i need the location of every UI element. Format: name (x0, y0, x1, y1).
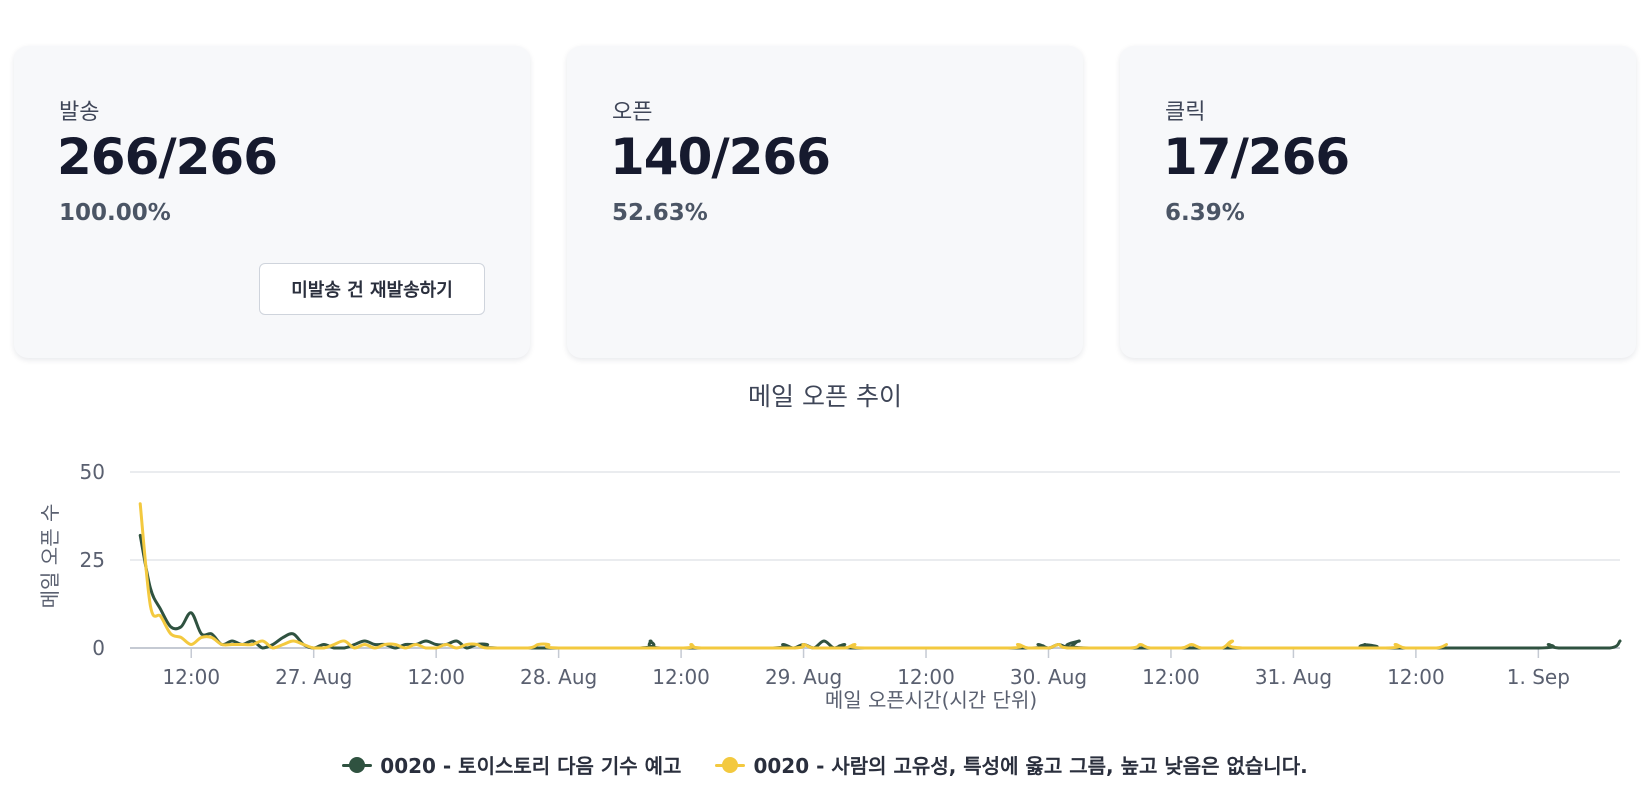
legend-label: 0020 - 토이스토리 다음 기수 예고 (380, 754, 682, 778)
card-value: 17/266 (1163, 128, 1350, 186)
card-percent: 100.00% (59, 200, 171, 226)
y-tick-label: 0 (92, 636, 105, 660)
card-value: 140/266 (610, 128, 831, 186)
x-tick-label: 30. Aug (1010, 665, 1087, 689)
x-tick-label: 12:00 (407, 665, 465, 689)
series-dot (722, 756, 739, 773)
x-tick-label: 27. Aug (275, 665, 352, 689)
card-value: 266/266 (57, 128, 278, 186)
x-tick-label: 31. Aug (1255, 665, 1332, 689)
series-marker-icon (342, 756, 373, 773)
series-dot (349, 756, 366, 773)
chart-title: 메일 오픈 추이 (748, 382, 902, 411)
card-label: 클릭 (1165, 100, 1206, 125)
mail-open-trend-chart: 메일 오픈 추이 0 25 50 12:00 27. Aug 12:00 28. Aug 1… (38, 382, 1622, 712)
card-percent: 6.39% (1165, 200, 1245, 226)
series-line-1 (138, 533, 1622, 650)
legend-label: 0020 - 사람의 고유성, 특성에 옳고 그름, 높고 낮음은 없습니다. (753, 754, 1308, 778)
x-tick-label: 12:00 (1142, 665, 1200, 689)
x-tick-label: 12:00 (652, 665, 710, 689)
y-tick-label: 25 (80, 548, 105, 572)
legend-item-series-1[interactable]: 0020 - 토이스토리 다음 기수 예고 (342, 750, 681, 779)
series-marker-icon (715, 756, 746, 773)
chart-legend: 0020 - 토이스토리 다음 기수 예고 0020 - 사람의 고유성, 특성… (0, 750, 1650, 779)
x-tick-label: 12:00 (162, 665, 220, 689)
stat-card-open: 오픈 140/266 52.63% (567, 46, 1083, 358)
x-tick-label: 12:00 (897, 665, 955, 689)
stat-card-click: 클릭 17/266 6.39% (1120, 46, 1636, 358)
x-tick-label: 12:00 (1387, 665, 1445, 689)
stat-card-sent: 발송 266/266 100.00% 미발송 건 재발송하기 (14, 46, 530, 358)
card-percent: 52.63% (612, 200, 708, 226)
legend-item-series-2[interactable]: 0020 - 사람의 고유성, 특성에 옳고 그름, 높고 낮음은 없습니다. (715, 750, 1308, 779)
resend-unsent-button[interactable]: 미발송 건 재발송하기 (259, 263, 485, 315)
card-label: 발송 (59, 100, 100, 125)
x-tick-label: 28. Aug (520, 665, 597, 689)
y-tick-label: 50 (80, 460, 105, 484)
card-label: 오픈 (612, 100, 653, 125)
x-axis-label: 메일 오픈시간(시간 단위) (825, 688, 1037, 712)
x-tick-label: 1. Sep (1507, 665, 1570, 689)
y-axis-label: 메일 오픈 수 (38, 504, 62, 609)
series-line-2 (138, 502, 1448, 650)
x-tick-label: 29. Aug (765, 665, 842, 689)
